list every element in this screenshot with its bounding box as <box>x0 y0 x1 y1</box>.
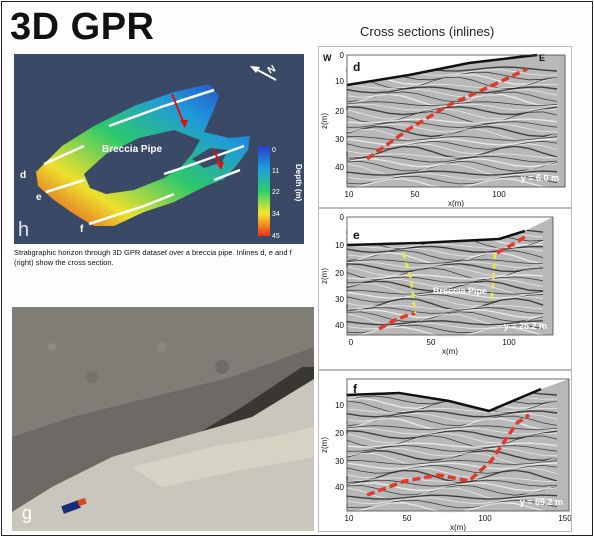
x-tick-label: 100 <box>478 514 492 523</box>
x-tick-label: 100 <box>502 338 516 347</box>
y-tick-label: 0 <box>340 51 345 60</box>
map-panel-letter: h <box>18 219 29 241</box>
pipe-boundary-trace <box>489 252 497 304</box>
y-tick-label: 10 <box>335 401 344 410</box>
gpr-3d-horizon-figure: Breccia Pipe d e f h N 0 11 22 34 45 Dep… <box>14 54 304 244</box>
north-arrow-icon: N <box>250 63 278 81</box>
colorbar-tick: 22 <box>272 189 280 196</box>
y-tick-label: 10 <box>335 77 344 86</box>
inline-position-label: y = 6.0 m <box>521 173 559 183</box>
x-tick-label: 50 <box>411 190 420 199</box>
y-tick-label: 0 <box>340 213 345 222</box>
colorbar-tick: 11 <box>272 168 279 175</box>
x-axis-label: x(m) <box>450 523 466 531</box>
person-figure <box>61 500 81 514</box>
x-tick-label: 10 <box>345 190 354 199</box>
x-tick-label: 0 <box>349 338 354 347</box>
cross-sections-title: Cross sections (inlines) <box>360 24 495 39</box>
page-title: 3D GPR <box>10 6 155 48</box>
x-tick-label: 10 <box>345 514 354 523</box>
y-tick-label: 30 <box>335 135 344 144</box>
panel-letter: e <box>353 228 360 242</box>
inline-position-label: y = 69.2 m <box>520 497 563 507</box>
y-tick-label: 40 <box>335 483 344 492</box>
inline-label-f: f <box>80 224 84 235</box>
colorbar-tick: 0 <box>272 147 276 154</box>
horizon-trace <box>365 67 528 161</box>
x-tick-label: 50 <box>403 514 412 523</box>
figure-caption: Stratigraphic horizon through 3D GPR dat… <box>14 248 292 267</box>
outcrop-photo: g <box>12 307 314 531</box>
y-axis-label: z(m) <box>320 437 329 453</box>
colorbar-tick: 45 <box>272 233 280 240</box>
panel-letter: d <box>353 60 360 74</box>
north-label: N <box>266 63 278 76</box>
y-axis-label: z(m) <box>320 268 329 284</box>
x-tick-label: 100 <box>492 190 506 199</box>
radargram-panel-f: 10 20 30 40 10 50 100 150 z(m) x(m) f y = 69.2 m <box>318 370 572 532</box>
pipe-boundary-trace <box>401 252 417 314</box>
horizon-trace <box>366 413 530 497</box>
horizon-hole <box>84 130 200 194</box>
y-tick-label: 20 <box>335 269 344 278</box>
breccia-pipe-section-label: Breccia Pipe <box>433 286 487 296</box>
horizon-trace <box>496 235 526 255</box>
y-tick-label: 30 <box>335 457 344 466</box>
y-tick-label: 40 <box>335 321 344 330</box>
y-tick-label: 20 <box>335 107 344 116</box>
inline-label-e: e <box>36 192 42 203</box>
inline-label-d: d <box>20 170 26 181</box>
y-tick-label: 10 <box>335 241 344 250</box>
radargram-panel-d: 0 10 20 30 40 10 50 100 z(m) x(m) d y = 6.0 m W E <box>318 46 572 208</box>
x-axis-label: x(m) <box>442 347 458 356</box>
colorbar-tick: 34 <box>272 211 280 218</box>
direction-east-label: E <box>539 53 545 63</box>
ground-surface-reflector <box>346 229 526 247</box>
horizon-trace <box>378 311 416 331</box>
radargram-panel-e: 0 10 20 30 40 0 50 100 z(m) x(m) e y = 25.2 m Brecci… <box>318 208 572 370</box>
ground-surface-reflector <box>346 387 542 413</box>
direction-west-label: W <box>323 53 332 63</box>
x-tick-label: 150 <box>558 514 571 523</box>
ground-surface-reflector <box>346 53 538 87</box>
y-tick-label: 20 <box>335 429 344 438</box>
y-axis-label: z(m) <box>320 113 329 129</box>
y-tick-label: 30 <box>335 295 344 304</box>
inline-position-label: y = 25.2 m <box>504 321 547 331</box>
photo-panel-letter: g <box>22 503 32 523</box>
colorbar-title: Depth (m) <box>294 164 303 202</box>
y-tick-label: 40 <box>335 163 344 172</box>
breccia-pipe-label: Breccia Pipe <box>102 144 162 155</box>
x-tick-label: 50 <box>427 338 436 347</box>
panel-letter: f <box>353 382 358 396</box>
x-axis-label: x(m) <box>448 199 464 207</box>
depth-colorbar <box>258 146 270 236</box>
